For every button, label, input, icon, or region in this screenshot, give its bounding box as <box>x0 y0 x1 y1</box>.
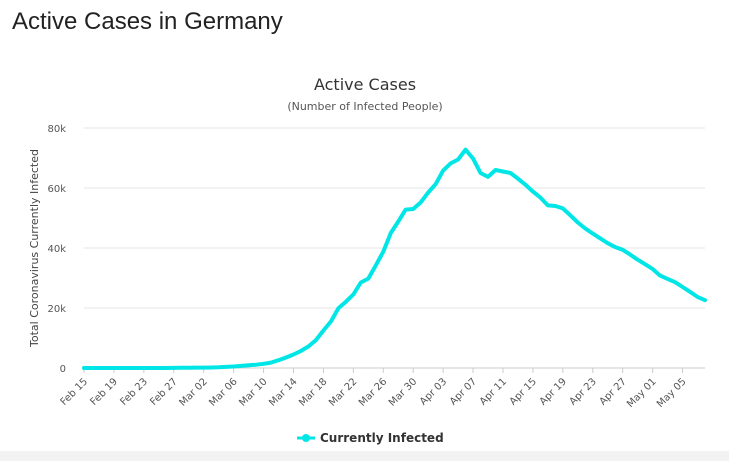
x-tick-label: Mar 22 <box>327 376 359 408</box>
active-cases-chart: Active Cases (Number of Infected People)… <box>28 75 707 445</box>
y-tick-label: 40k <box>47 244 66 255</box>
x-tick-label: Mar 10 <box>237 376 269 408</box>
x-tick-label: Feb 15 <box>59 376 91 408</box>
y-axis-label: Total Coronavirus Currently Infected <box>28 149 41 348</box>
chart-title: Active Cases <box>314 75 416 94</box>
x-tick-label: May 05 <box>655 376 689 410</box>
series-line-currently-infected <box>82 147 707 370</box>
x-tick-label: Mar 30 <box>387 376 419 408</box>
legend-label: Currently Infected <box>320 431 444 445</box>
x-tick-label: Apr 23 <box>568 376 599 407</box>
y-axis-ticks: 0 20k 40k 60k 80k <box>47 124 66 375</box>
x-tick-label: Apr 07 <box>448 376 479 407</box>
series-group <box>82 147 707 370</box>
y-tick-label: 20k <box>47 304 66 315</box>
x-tick-label: Apr 03 <box>418 376 449 407</box>
x-tick-label: Mar 06 <box>207 376 239 408</box>
x-tick-label: Mar 14 <box>267 376 299 408</box>
y-tick-label: 60k <box>47 184 66 195</box>
x-tick-label: Apr 19 <box>538 376 569 407</box>
legend-swatch-marker <box>302 434 310 442</box>
x-tick-label: May 01 <box>625 376 659 410</box>
x-tick-label: Feb 23 <box>118 376 150 408</box>
y-tick-label: 80k <box>47 124 66 135</box>
x-tick-label: Apr 27 <box>598 376 629 407</box>
x-tick-label: Mar 18 <box>297 376 329 408</box>
chart-subtitle: (Number of Infected People) <box>287 100 442 113</box>
y-tick-label: 0 <box>60 364 66 375</box>
footer-strip <box>0 451 729 461</box>
x-tick-label: Feb 19 <box>89 376 121 408</box>
legend[interactable]: Currently Infected <box>297 431 444 445</box>
x-tick-label: Mar 02 <box>177 376 209 408</box>
x-tick-label: Feb 27 <box>148 376 180 408</box>
page-title: Active Cases in Germany <box>12 8 283 35</box>
x-tick-label: Apr 11 <box>478 376 509 407</box>
x-tick-label: Mar 26 <box>357 376 389 408</box>
chart-grid <box>84 127 705 369</box>
x-tick-label: Apr 15 <box>508 376 539 407</box>
